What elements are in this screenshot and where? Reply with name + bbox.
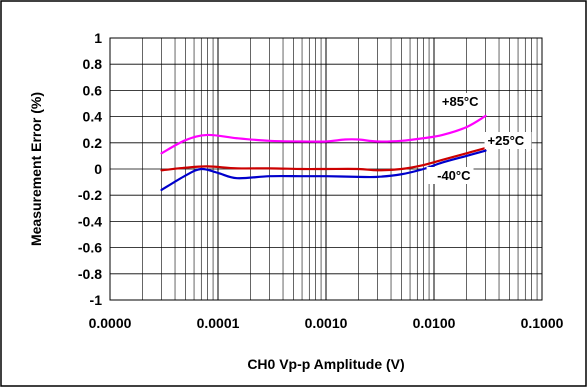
series-label-bg-0: [434, 93, 482, 110]
series-label-2: -40°C: [437, 168, 471, 183]
y-tick-label-10: 1: [94, 30, 102, 46]
y-axis-title: Measurement Error (%): [28, 92, 44, 246]
series-label-bg-1: [484, 132, 532, 149]
x-tick-label-2: 0.0010: [305, 315, 348, 331]
x-tick-label-4: 0.1000: [521, 315, 564, 331]
y-tick-label-2: -0.6: [78, 240, 102, 256]
y-tick-labels: -1 -0.8 -0.6 -0.4 -0.2 0 0.2 0.4 0.6 0.8 1: [78, 30, 102, 308]
y-tick-label-8: 0.6: [83, 82, 103, 98]
plot-area-border: [109, 37, 543, 301]
series-line-2: [160, 149, 487, 192]
y-tick-label-0: -1: [90, 292, 103, 308]
y-tick-label-3: -0.4: [78, 213, 102, 229]
series-lines: [160, 114, 487, 192]
series-label-bg-2: [426, 167, 474, 184]
y-tick-label-5: 0: [94, 161, 102, 177]
x-tick-labels: 0.0000 0.0001 0.0010 0.0100 0.1000: [89, 315, 564, 331]
x-tick-label-0: 0.0000: [89, 315, 132, 331]
series-label-0: +85°C: [442, 94, 479, 109]
series-label-1: +25°C: [488, 133, 525, 148]
y-tick-label-9: 0.8: [83, 56, 103, 72]
x-tick-label-3: 0.0100: [413, 315, 456, 331]
y-tick-label-6: 0.2: [83, 135, 103, 151]
y-tick-label-1: -0.8: [78, 266, 102, 282]
y-tick-label-7: 0.4: [83, 109, 103, 125]
x-axis-title: CH0 Vp-p Amplitude (V): [247, 356, 404, 372]
x-tick-label-1: 0.0001: [197, 315, 240, 331]
series-labels: +85°C +25°C -40°C: [426, 93, 532, 184]
series-line-1: [160, 146, 487, 172]
y-tick-label-4: -0.2: [78, 187, 102, 203]
series-line-0: [160, 114, 487, 155]
